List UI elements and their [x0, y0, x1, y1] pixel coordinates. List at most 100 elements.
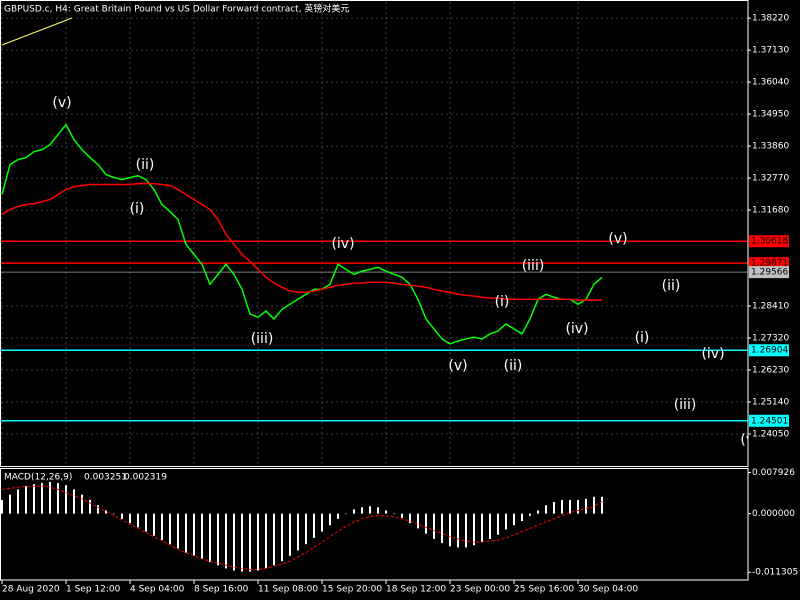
- wave-label: (ii): [662, 278, 681, 294]
- y-tick-label: 1.34950: [752, 110, 789, 120]
- level-label: 1.24501: [751, 416, 788, 426]
- level-label: 1.26904: [751, 346, 788, 356]
- chart-title: GBPUSD.c, H4: Great Britain Pound vs US …: [4, 3, 349, 15]
- histogram-bar: [209, 513, 211, 563]
- histogram-bar: [65, 485, 67, 514]
- wave-label: (iii): [674, 397, 697, 413]
- histogram-bar: [585, 498, 587, 514]
- wave-label: (ii): [504, 358, 523, 374]
- x-tick-label: 8 Sep 16:00: [194, 585, 249, 595]
- histogram-bar: [281, 513, 283, 562]
- histogram-bar: [353, 509, 355, 514]
- histogram-bar: [113, 513, 115, 515]
- histogram-bar: [201, 513, 203, 559]
- histogram-bar: [449, 513, 451, 547]
- histogram-bar: [289, 513, 291, 556]
- x-tick-label: 30 Sep 04:00: [578, 585, 638, 595]
- histogram-bar: [257, 513, 259, 571]
- histogram-bar: [529, 513, 531, 516]
- macd-value: 0.003251: [84, 473, 127, 483]
- histogram-bar: [185, 513, 187, 553]
- x-tick-label: 11 Sep 08:00: [258, 585, 318, 595]
- y-tick-label: 1.24050: [752, 430, 789, 440]
- histogram-bar: [433, 513, 435, 539]
- histogram-bar: [545, 505, 547, 514]
- macd-panel: [1, 482, 603, 572]
- histogram-bar: [513, 513, 515, 526]
- last-price-label: 1.29566: [751, 268, 788, 278]
- histogram-bar: [369, 506, 371, 514]
- y-tick-label: 1.36040: [752, 78, 789, 88]
- wave-label: (i): [635, 330, 650, 346]
- wave-label: (i): [130, 201, 145, 217]
- histogram-bar: [577, 499, 579, 514]
- x-tick-label: 4 Sep 04:00: [130, 585, 185, 595]
- histogram-bar: [25, 486, 27, 514]
- histogram-bar: [305, 513, 307, 545]
- x-tick-label: 15 Sep 20:00: [322, 585, 382, 595]
- y-tick-label: 1.37130: [752, 46, 789, 56]
- level-label: 1.30618: [751, 237, 788, 247]
- y-tick-label: 1.28410: [752, 302, 789, 312]
- histogram-bar: [377, 507, 379, 514]
- wave-label: (iii): [522, 258, 545, 274]
- trend-line: [1, 17, 73, 46]
- moving-average: [1, 182, 602, 301]
- histogram-bar: [345, 513, 347, 515]
- wave-label: (iv): [331, 236, 354, 252]
- histogram-bar: [193, 513, 195, 556]
- x-tick-label: 28 Aug 2020: [2, 585, 60, 595]
- histogram-bar: [105, 510, 107, 514]
- histogram-bar: [489, 513, 491, 539]
- histogram-bar: [417, 513, 419, 529]
- histogram-bar: [225, 513, 227, 569]
- y-tick-label: 1.38220: [752, 14, 789, 24]
- x-tick-label: 25 Sep 16:00: [514, 585, 574, 595]
- wave-label: (iv): [701, 346, 724, 362]
- last-price-tag: [749, 266, 789, 279]
- histogram-bar: [521, 513, 523, 522]
- histogram-bar: [57, 483, 59, 514]
- wave-label: (iii): [251, 331, 274, 347]
- histogram-bar: [337, 513, 339, 519]
- x-tick-label: 18 Sep 12:00: [386, 585, 446, 595]
- histogram-bar: [265, 513, 267, 569]
- level-tag: [749, 344, 789, 357]
- y-tick-label: 1.25140: [752, 398, 789, 408]
- y-tick-label: 0.000000: [752, 509, 795, 519]
- histogram-bar: [145, 513, 147, 532]
- histogram-bar: [33, 484, 35, 514]
- histogram-bar: [465, 513, 467, 548]
- histogram-bar: [313, 513, 315, 538]
- histogram-bar: [537, 510, 539, 514]
- histogram-bar: [89, 499, 91, 514]
- histogram-bar: [497, 513, 499, 535]
- y-tick-label: -0.011305: [752, 568, 798, 578]
- histogram-bar: [241, 513, 243, 572]
- histogram-bar: [321, 513, 323, 532]
- signal-line: [1, 485, 603, 570]
- macd-title: MACD(12,26,9): [4, 473, 72, 483]
- histogram-bar: [553, 502, 555, 514]
- y-tick-label: 1.33860: [752, 142, 789, 152]
- wave-label: (v): [52, 95, 71, 111]
- x-tick-label: 1 Sep 12:00: [66, 585, 121, 595]
- histogram-bar: [217, 513, 219, 566]
- histogram-bar: [401, 513, 403, 518]
- histogram-bar: [393, 513, 395, 515]
- price-line: [1, 123, 603, 345]
- histogram-bar: [441, 513, 443, 544]
- histogram-bar: [561, 499, 563, 514]
- histogram-bar: [593, 496, 595, 514]
- price-panel: (v) (ii) (i) (iv) (iii) (v) (i) (ii) (iii) (iv) (v…: [0, 17, 748, 448]
- histogram-bar: [169, 513, 171, 545]
- histogram-bar: [97, 505, 99, 514]
- histogram-bar: [1, 499, 3, 514]
- y-tick-label: 0.007926: [752, 468, 795, 478]
- histogram-bar: [81, 494, 83, 514]
- histogram-bar: [473, 513, 475, 546]
- histogram-bar: [385, 510, 387, 514]
- histogram-bar: [409, 513, 411, 524]
- y-tick-label: 1.31680: [752, 206, 789, 216]
- histogram-bar: [121, 513, 123, 519]
